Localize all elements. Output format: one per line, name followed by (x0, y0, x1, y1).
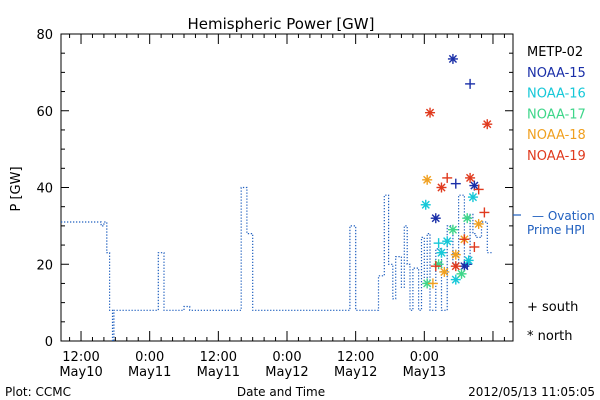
satellite-markers (420, 53, 493, 289)
data-point (465, 172, 476, 183)
chart-title: Hemispheric Power [GW] (188, 15, 375, 33)
point-d2 (465, 173, 475, 183)
data-point (439, 266, 450, 277)
legend-item: NOAA-15 (527, 66, 586, 81)
data-point (450, 178, 461, 189)
legend-item: NOAA-18 (527, 128, 586, 143)
data-point (442, 172, 453, 183)
y-tick-label: 80 (36, 28, 53, 43)
legend-item: METP-02 (527, 45, 583, 60)
legend-item: NOAA-16 (527, 87, 586, 102)
ovation-legend-line2: Prime HPI (527, 223, 585, 237)
point-d2 (443, 237, 452, 246)
data-point (459, 234, 470, 245)
x-axis-label: Date and Time (237, 385, 325, 399)
x-tick-label-date: May13 (403, 365, 446, 380)
marker-legend-item: + south (527, 300, 578, 315)
data-point (447, 224, 458, 235)
data-point (430, 213, 441, 224)
x-tick-label-date: May11 (197, 365, 240, 380)
point-d2 (431, 214, 440, 223)
data-point (442, 236, 453, 247)
point-d2 (437, 183, 446, 192)
data-point (467, 192, 478, 203)
legend-item: NOAA-19 (527, 149, 586, 164)
legend: METP-02 NOAA-15 NOAA-16 NOAA-17 NOAA-18 NOAA-… (527, 45, 586, 164)
point-d2 (421, 200, 430, 209)
ovation-legend-line1: — Ovation (532, 209, 595, 223)
data-point (456, 268, 467, 279)
x-tick-label-date: May12 (265, 365, 308, 380)
data-point (436, 182, 447, 193)
data-point (430, 261, 441, 272)
x-tick-label-time: 0:00 (135, 350, 164, 365)
x-axis: 12:00May100:00May1112:00May110:00May1212… (59, 34, 505, 380)
point-d2 (423, 175, 432, 184)
point-d2 (483, 120, 492, 129)
point-d2 (437, 248, 446, 257)
x-tick-label-date: May10 (59, 365, 102, 380)
x-tick-label-date: May11 (128, 365, 171, 380)
data-point (479, 207, 490, 218)
point-d2 (470, 181, 479, 190)
data-point (447, 53, 458, 64)
data-point (427, 278, 438, 289)
x-tick-label-time: 12:00 (200, 350, 237, 365)
point-d2 (425, 108, 435, 117)
point-d2 (448, 225, 458, 234)
y-tick-label: 60 (36, 105, 53, 120)
data-point (469, 241, 480, 252)
data-point (422, 174, 433, 185)
legend-item: NOAA-17 (527, 107, 586, 122)
x-tick-label-time: 12:00 (337, 350, 374, 365)
y-axis: 0 20 40 60 80 (36, 28, 513, 350)
point-d2 (440, 267, 449, 277)
y-axis-label: P [GW] (9, 166, 24, 211)
x-tick-label-time: 0:00 (272, 350, 301, 365)
point-d2 (423, 279, 432, 288)
marker-type-legend: + south * north (527, 300, 578, 344)
point-d2 (463, 214, 472, 223)
data-point (463, 255, 474, 266)
point-d2 (451, 262, 460, 271)
point-d2 (451, 250, 460, 259)
point-d2 (448, 54, 458, 64)
plot-credit: Plot: CCMC (5, 385, 71, 399)
point-d2 (474, 219, 483, 229)
data-point (425, 107, 436, 118)
data-point (420, 199, 431, 210)
data-point (436, 247, 447, 258)
data-point (473, 184, 484, 195)
x-tick-label-time: 12:00 (62, 350, 99, 365)
data-point (482, 119, 493, 130)
data-point (462, 213, 473, 224)
point-d2 (464, 256, 473, 265)
point-d2 (468, 192, 478, 202)
data-point (450, 249, 461, 260)
data-point (450, 261, 461, 272)
marker-legend-item: * north (527, 329, 573, 344)
ovation-hpi-line (61, 186, 493, 342)
data-point (433, 238, 444, 249)
data-point (465, 78, 476, 89)
ovation-series (61, 186, 493, 342)
point-d2 (457, 269, 466, 278)
x-tick-label-date: May12 (334, 365, 377, 380)
y-tick-label: 40 (36, 182, 53, 197)
plot-timestamp: 2012/05/13 11:05:05 (468, 385, 595, 399)
ovation-legend: — Ovation Prime HPI (513, 209, 595, 237)
y-tick-label: 0 (45, 335, 53, 350)
y-tick-label: 20 (36, 258, 53, 273)
data-point (473, 218, 484, 229)
x-tick-label-time: 0:00 (410, 350, 439, 365)
